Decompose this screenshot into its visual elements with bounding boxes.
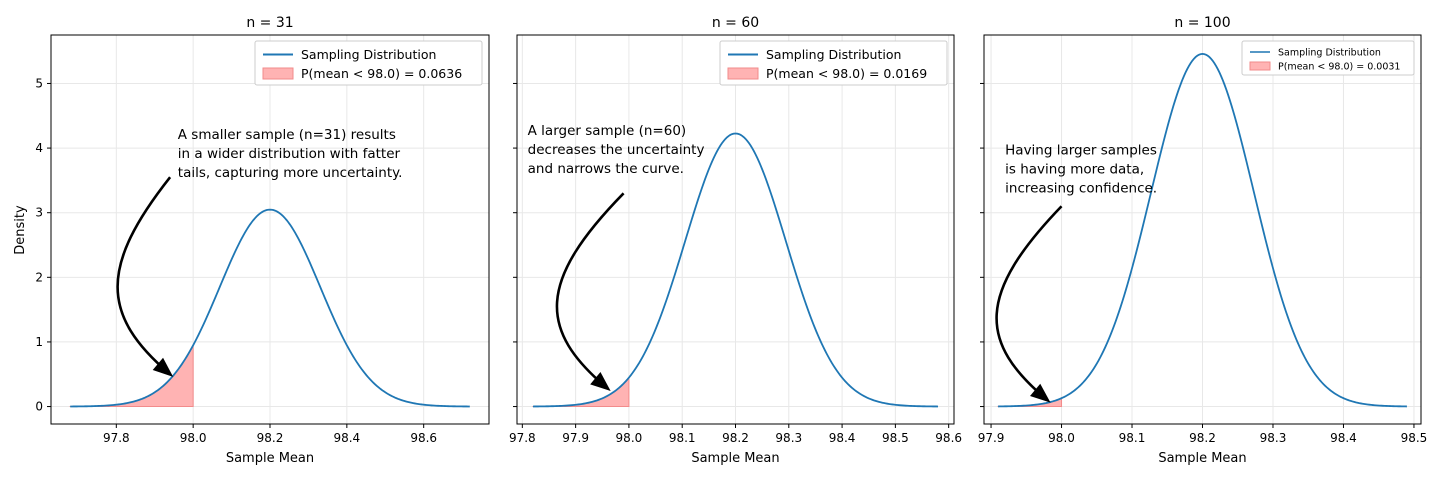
- x-tick-label: 98.6: [935, 431, 962, 445]
- x-tick-label: 98.1: [1119, 431, 1146, 445]
- x-tick-label: 98.4: [1330, 431, 1357, 445]
- x-tick-label: 98.2: [257, 431, 284, 445]
- x-tick-label: 98.5: [882, 431, 909, 445]
- y-tick-label: 5: [35, 76, 43, 90]
- x-tick-label: 98.0: [616, 431, 643, 445]
- x-tick-label: 98.4: [333, 431, 360, 445]
- panel-title: n = 60: [712, 15, 759, 31]
- x-tick-label: 98.0: [1048, 431, 1075, 445]
- legend-area-swatch: [727, 67, 759, 80]
- x-tick-label: 98.2: [722, 431, 749, 445]
- annotation-text-line: and narrows the curve.: [528, 161, 684, 177]
- x-tick-label: 98.2: [1189, 431, 1216, 445]
- legend-area-label: P(mean < 98.0) = 0.0636: [301, 66, 462, 81]
- panel-3: 97.9 98.0 98.1 98.2 98.3 98.4 98.5 n = 100 Sampl…: [978, 15, 1428, 466]
- x-tick-label: 98.5: [1401, 431, 1428, 445]
- annotation-text-line: A smaller sample (n=31) results: [178, 127, 396, 143]
- panel-title: n = 100: [1174, 15, 1230, 31]
- y-tick-label: 1: [35, 335, 43, 349]
- x-tick-label: 98.4: [829, 431, 856, 445]
- x-tick-label: 98.1: [669, 431, 696, 445]
- x-tick-label: 98.0: [180, 431, 207, 445]
- y-tick-label: 2: [35, 270, 43, 284]
- x-tick-label: 97.9: [978, 431, 1005, 445]
- annotation-arrow: [995, 205, 1063, 402]
- x-tick-label: 97.8: [103, 431, 130, 445]
- y-tick-label: 4: [35, 141, 43, 155]
- x-tick-label: 97.9: [562, 431, 589, 445]
- annotation-text-line: is having more data,: [1005, 162, 1144, 178]
- annotation-arrow-head: [590, 372, 611, 392]
- annotation-arrow-head: [1030, 383, 1051, 403]
- panel-2: 97.8 97.9 98.0 98.1 98.2 98.3 98.4 98.5 98.6 n = …: [509, 15, 962, 466]
- y-axis-label: Density: [13, 205, 28, 255]
- annotation-text-line: Having larger samples: [1005, 143, 1157, 159]
- x-tick-label: 98.3: [1260, 431, 1287, 445]
- sampling-distribution-line: [998, 52, 1407, 408]
- annotation-text-line: increasing confidence.: [1005, 181, 1157, 197]
- annotation-text-line: decreases the uncertainty: [528, 142, 705, 158]
- y-tick-label: 0: [35, 400, 43, 414]
- panel-1: 97.8 98.0 98.2 98.4 98.6 0 1 2 3 4 5 n = 31 Sample M…: [35, 15, 490, 466]
- annotation-text-line: A larger sample (n=60): [528, 123, 687, 139]
- x-axis-label: Sample Mean: [691, 451, 779, 466]
- x-tick-label: 98.3: [775, 431, 802, 445]
- legend-area-swatch: [262, 67, 294, 80]
- x-axis-label: Sample Mean: [226, 451, 314, 466]
- legend-line-label: Sampling Distribution: [301, 47, 436, 62]
- annotation-text-line: in a wider distribution with fatter: [178, 146, 401, 162]
- panel-title: n = 31: [246, 15, 293, 31]
- annotation-arrow: [116, 176, 172, 376]
- sampling-distribution-line: [70, 208, 470, 408]
- legend-box: [719, 40, 948, 86]
- annotation-arrow: [555, 192, 625, 390]
- legend-area-label: P(mean < 98.0) = 0.0169: [766, 66, 927, 81]
- x-tick-label: 97.8: [509, 431, 536, 445]
- legend-area-swatch: [1249, 61, 1271, 71]
- legend-box: [1241, 40, 1415, 76]
- legend-area-label: P(mean < 98.0) = 0.0031: [1278, 61, 1400, 72]
- annotation-arrow-head: [152, 357, 174, 377]
- y-tick-label: 3: [35, 206, 43, 220]
- legend-line-label: Sampling Distribution: [766, 47, 901, 62]
- tail-probability-area: [69, 345, 194, 408]
- legend-box: [254, 40, 483, 86]
- legend-line-label: Sampling Distribution: [1278, 47, 1381, 58]
- x-axis-label: Sample Mean: [1158, 451, 1246, 466]
- annotation-text-line: tails, capturing more uncertainty.: [178, 165, 403, 181]
- sampling-distribution-line: [532, 132, 939, 408]
- x-tick-label: 98.6: [410, 431, 437, 445]
